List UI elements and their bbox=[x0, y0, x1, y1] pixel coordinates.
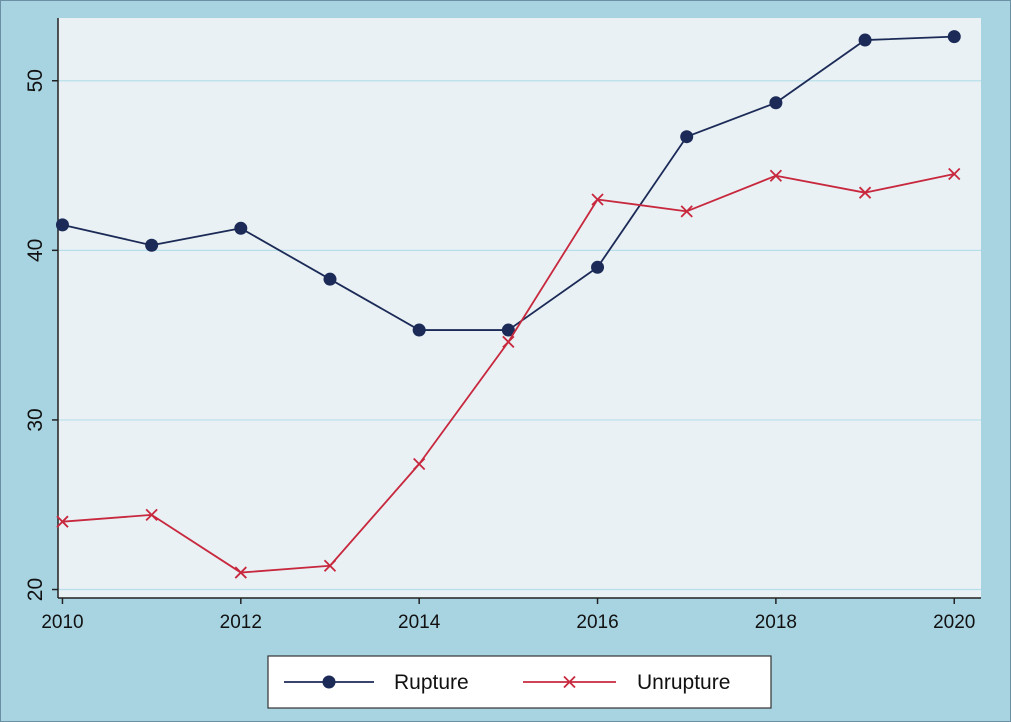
legend-marker-rupture bbox=[322, 675, 336, 689]
data-point-unrupture-2015 bbox=[502, 335, 515, 349]
legend-label-rupture: Rupture bbox=[394, 671, 469, 694]
data-point-unrupture-2010 bbox=[56, 515, 69, 528]
x-tick-label-2012: 2012 bbox=[220, 612, 262, 633]
data-point-rupture-2011 bbox=[145, 238, 159, 252]
y-tick-label-20: 20 bbox=[24, 578, 47, 601]
series-rupture bbox=[55, 30, 961, 337]
data-point-rupture-2020 bbox=[947, 30, 961, 44]
series-unrupture bbox=[56, 167, 961, 579]
data-point-unrupture-2019 bbox=[858, 186, 872, 199]
data-point-unrupture-2018 bbox=[769, 169, 783, 182]
y-tick-label-30: 30 bbox=[24, 408, 47, 431]
data-point-unrupture-2012 bbox=[234, 566, 247, 579]
data-point-unrupture-2014 bbox=[413, 457, 426, 471]
data-point-rupture-2016 bbox=[591, 260, 605, 274]
y-tick-label-50: 50 bbox=[24, 69, 47, 92]
legend-marker-unrupture bbox=[563, 675, 576, 689]
x-tick-label-2018: 2018 bbox=[755, 612, 797, 633]
legend-item-rupture: Rupture bbox=[284, 671, 469, 694]
axes bbox=[57, 18, 981, 599]
data-point-unrupture-2011 bbox=[145, 508, 158, 522]
x-tick-label-2016: 2016 bbox=[576, 612, 618, 633]
legend-item-unrupture: Unrupture bbox=[523, 671, 730, 694]
data-point-unrupture-2017 bbox=[680, 205, 693, 218]
data-point-unrupture-2020 bbox=[948, 167, 961, 181]
data-point-rupture-2014 bbox=[412, 323, 426, 337]
data-point-rupture-2010 bbox=[55, 218, 69, 232]
y-tick-label-40: 40 bbox=[24, 239, 47, 262]
gridlines bbox=[58, 80, 981, 591]
data-point-unrupture-2013 bbox=[323, 559, 337, 572]
data-point-rupture-2013 bbox=[323, 272, 337, 286]
data-point-rupture-2019 bbox=[858, 33, 872, 47]
data-point-rupture-2017 bbox=[680, 130, 694, 144]
data-point-rupture-2012 bbox=[234, 221, 248, 235]
legend: Rupture Unrupture bbox=[267, 655, 772, 709]
data-point-rupture-2018 bbox=[769, 96, 783, 110]
x-tick-label-2010: 2010 bbox=[41, 612, 83, 633]
data-series bbox=[55, 30, 961, 579]
data-point-unrupture-2016 bbox=[591, 193, 604, 206]
data-point-rupture-2015 bbox=[501, 323, 515, 337]
x-tick-label-2020: 2020 bbox=[933, 612, 975, 633]
tick-labels: 20 30 40 50 2010 2012 2014 2016 2018 2020 bbox=[24, 69, 975, 633]
x-tick-label-2014: 2014 bbox=[398, 612, 441, 633]
legend-label-unrupture: Unrupture bbox=[637, 671, 730, 694]
plot-area bbox=[58, 18, 981, 598]
